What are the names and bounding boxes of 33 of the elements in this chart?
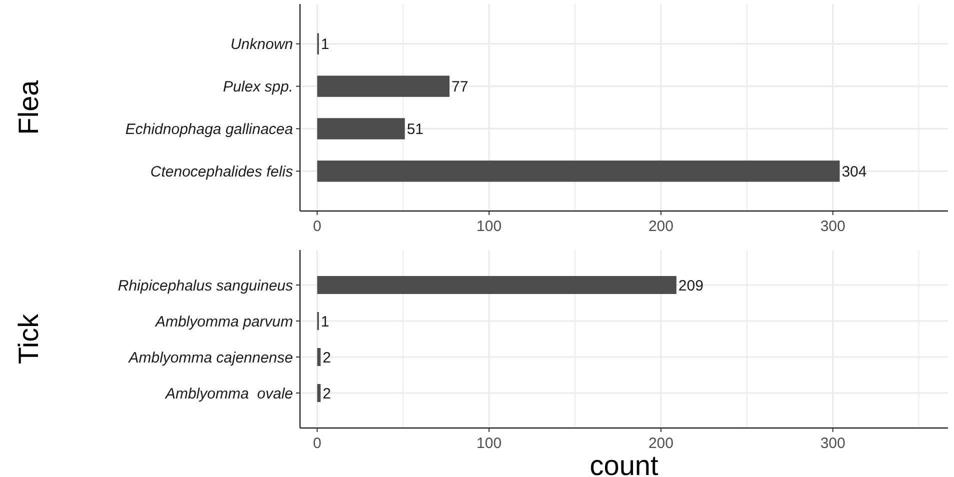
y-axis-title: Tick bbox=[13, 312, 44, 364]
x-tick-label: 0 bbox=[313, 435, 322, 452]
y-tick-label: Echidnophaga gallinacea bbox=[125, 120, 293, 138]
data-label: 77 bbox=[452, 78, 468, 96]
data-label: 304 bbox=[842, 163, 867, 180]
data-label: 1 bbox=[320, 313, 330, 330]
x-tick-label: 100 bbox=[476, 218, 502, 235]
y-tick-label: Rhipicephalus sanguineus bbox=[118, 277, 294, 294]
y-tick-label: Pulex spp. bbox=[222, 78, 293, 96]
y-tick-label: Amblyomma parvum bbox=[154, 313, 293, 330]
bar bbox=[317, 76, 450, 97]
y-tick-label: Ctenocephalides felis bbox=[150, 163, 294, 180]
y-tick-label: Amblyomma ovale bbox=[164, 385, 293, 402]
y-tick-label: Amblyomma cajennense bbox=[128, 349, 293, 366]
data-label: 51 bbox=[406, 120, 424, 138]
data-label: 209 bbox=[678, 277, 704, 294]
x-tick-label: 100 bbox=[476, 435, 502, 452]
bar bbox=[317, 276, 676, 294]
x-axis-title: count bbox=[590, 450, 658, 477]
data-label: 2 bbox=[322, 385, 331, 402]
x-tick-label: 300 bbox=[820, 435, 846, 452]
bar bbox=[317, 160, 840, 182]
y-axis-title: Flea bbox=[13, 80, 44, 135]
x-tick-label: 0 bbox=[313, 218, 322, 235]
x-tick-label: 200 bbox=[648, 218, 674, 235]
data-label: 1 bbox=[320, 36, 330, 54]
x-tick-label: 300 bbox=[820, 218, 846, 235]
x-tick-label: 200 bbox=[648, 435, 674, 452]
bar bbox=[317, 348, 321, 366]
bar bbox=[317, 118, 405, 140]
data-label: 2 bbox=[322, 349, 331, 366]
y-tick-label: Unknown bbox=[230, 36, 293, 54]
bar bbox=[317, 384, 321, 402]
